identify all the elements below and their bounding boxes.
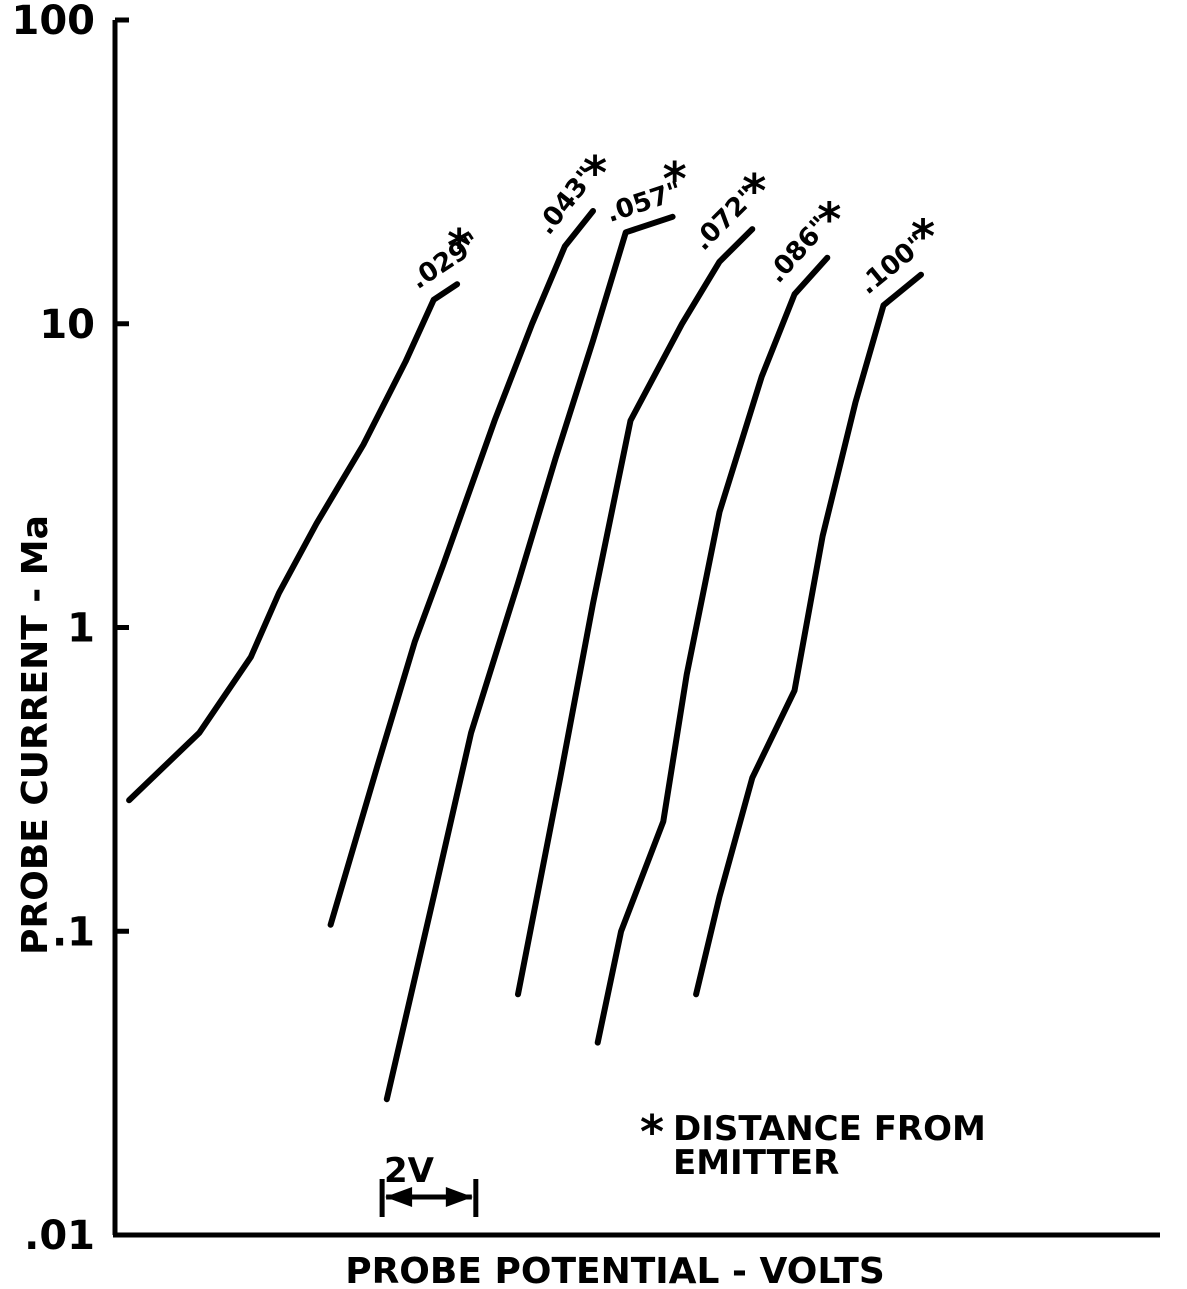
series-line-1 [126,281,461,804]
series-star-1: * [447,219,471,273]
series-line-4 [515,226,756,998]
curves [126,208,924,1103]
series-star-5: * [817,193,841,247]
y-axis-title: PROBE CURRENT - Ma [15,515,56,955]
series-label-1: .029" [405,228,486,296]
y-tick-label: .01 [24,1213,95,1259]
x-axis-title: PROBE POTENTIAL - VOLTS [345,1251,885,1289]
scale-bar-right-arrow [445,1187,473,1207]
y-tick-label: 100 [12,0,96,44]
scale-bar: 2V [379,1151,479,1217]
y-tick-label: 1 [67,606,95,652]
series-line-2 [327,208,596,928]
series-star-2: * [583,146,607,200]
scale-bar-left-arrow [385,1187,413,1207]
y-tick-label: .1 [52,909,95,955]
y-tick-label: 10 [39,302,95,348]
series-line-6 [693,271,924,998]
series-star-6: * [911,210,935,264]
annotation-line1: DISTANCE FROM [673,1109,986,1149]
series-line-3 [383,213,676,1103]
annotation-note: * DISTANCE FROM EMITTER [640,1105,986,1183]
y-ticks: .01 .1 1 10 100 [12,0,129,1259]
annotation-star: * [640,1105,664,1159]
annotation-line2: EMITTER [673,1143,839,1183]
scale-bar-label: 2V [384,1151,435,1191]
curve-labels: .029"*.043"*.057"*.072"*.086"*.100"* [405,146,935,301]
series-star-3: * [663,152,687,206]
series-star-4: * [742,164,766,218]
series-line-5 [594,254,831,1046]
